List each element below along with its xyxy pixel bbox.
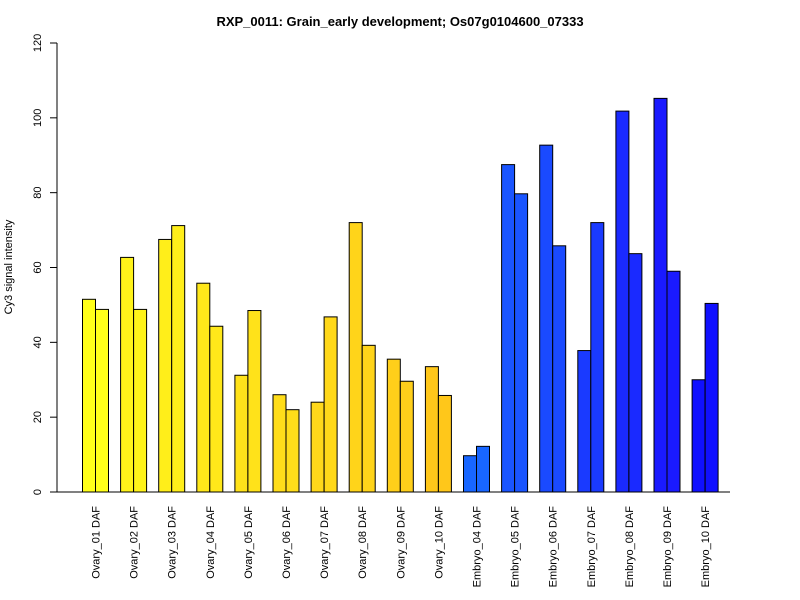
y-tick-label: 80 [32, 187, 44, 199]
bar [691, 379, 706, 493]
bar [514, 193, 529, 493]
bar [552, 245, 567, 493]
y-tick-label: 40 [32, 336, 44, 348]
bar [424, 366, 439, 493]
x-tick-label: Embryo_05 DAF [510, 506, 522, 588]
y-axis: 0 20 40 60 80 100 120 [32, 34, 58, 495]
y-tick-label: 100 [32, 109, 44, 127]
bar [501, 164, 516, 493]
x-tick-label: Ovary_02 DAF [129, 506, 141, 579]
bar [348, 222, 363, 493]
bar [590, 222, 605, 493]
bar [272, 394, 287, 493]
x-tick-label: Embryo_09 DAF [662, 506, 674, 588]
x-tick-label: Ovary_09 DAF [395, 506, 407, 579]
bar [209, 325, 224, 493]
bar [158, 238, 173, 493]
bar [234, 374, 249, 493]
bar [95, 308, 109, 493]
bar [476, 445, 490, 493]
x-tick-label: Ovary_04 DAF [205, 506, 217, 579]
x-tick-label: Ovary_05 DAF [243, 506, 255, 579]
x-tick-label: Ovary_07 DAF [319, 506, 331, 579]
x-tick-label: Embryo_07 DAF [586, 506, 598, 588]
x-tick-label: Ovary_01 DAF [91, 506, 103, 579]
bar [247, 310, 262, 493]
x-tick-label: Ovary_06 DAF [281, 506, 293, 579]
y-axis-label: Cy3 signal intensity [3, 219, 15, 314]
bar [615, 110, 630, 493]
x-tick-label: Embryo_10 DAF [700, 506, 712, 588]
bar [463, 455, 477, 493]
bar [133, 308, 148, 493]
y-tick-label: 60 [32, 261, 44, 273]
bar [196, 282, 211, 493]
x-tick-label: Ovary_10 DAF [433, 506, 445, 579]
bar [361, 344, 376, 493]
bar [310, 401, 325, 493]
y-tick-label: 0 [32, 489, 44, 495]
bar [437, 394, 452, 493]
bar [628, 253, 643, 493]
bar [539, 144, 554, 493]
bar [120, 256, 135, 493]
bar [577, 350, 592, 493]
bar [399, 380, 414, 493]
bar [666, 270, 681, 493]
bar [285, 409, 300, 493]
bar [704, 302, 719, 493]
y-tick-label: 120 [32, 34, 44, 52]
x-tick-labels: Ovary_01 DAF Ovary_02 DAF Ovary_03 DAF Ovar… [91, 506, 713, 588]
y-tick-label: 20 [32, 411, 44, 423]
chart-title: RXP_0011: Grain_early development; Os07g… [216, 14, 583, 29]
x-tick-label: Embryo_06 DAF [548, 506, 560, 588]
x-tick-label: Embryo_08 DAF [624, 506, 636, 588]
bar [653, 97, 668, 493]
bars-group [82, 97, 719, 493]
bar [171, 225, 186, 493]
bar [82, 298, 96, 493]
x-tick-label: Ovary_03 DAF [167, 506, 179, 579]
bar [386, 358, 401, 493]
x-tick-label: Embryo_04 DAF [472, 506, 484, 588]
bar [323, 316, 338, 493]
x-tick-label: Ovary_08 DAF [357, 506, 369, 579]
